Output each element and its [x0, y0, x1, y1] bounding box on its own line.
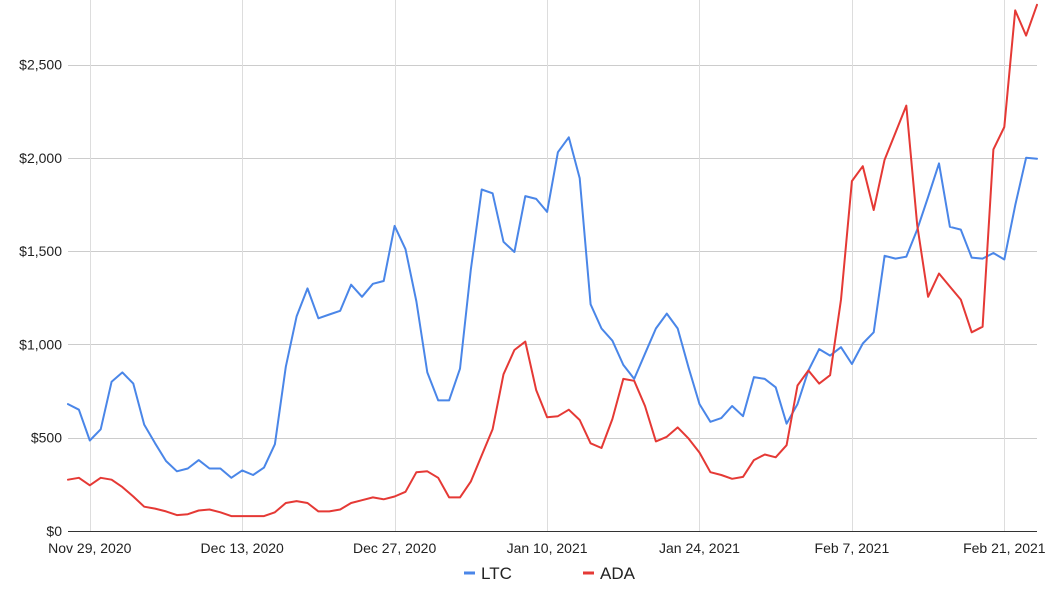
y-tick-label: $1,500: [19, 243, 62, 259]
x-tick-label: Feb 21, 2021: [963, 540, 1046, 556]
legend-label-ltc: LTC: [481, 564, 512, 583]
legend-label-ada: ADA: [600, 564, 636, 583]
y-tick-label: $0: [46, 523, 62, 539]
series-lines: [67, 3, 1038, 518]
series-line-ltc: [67, 136, 1038, 479]
x-tick-label: Dec 13, 2020: [201, 540, 284, 556]
x-tick-label: Jan 24, 2021: [659, 540, 740, 556]
tick-labels: $0 $500 $1,000 $1,500 $2,000 $2,500 Nov 29, 20…: [19, 57, 1046, 557]
grid-lines: [68, 0, 1037, 531]
x-tick-label: Nov 29, 2020: [48, 540, 131, 556]
x-tick-label: Feb 7, 2021: [815, 540, 890, 556]
y-tick-label: $2,000: [19, 150, 62, 166]
x-tick-label: Dec 27, 2020: [353, 540, 436, 556]
y-tick-label: $1,000: [19, 336, 62, 352]
legend: LTC ADA: [464, 564, 636, 583]
series-line-ada: [67, 3, 1038, 518]
y-tick-label: $2,500: [19, 57, 62, 73]
y-tick-label: $500: [31, 430, 62, 446]
x-tick-label: Jan 10, 2021: [507, 540, 588, 556]
